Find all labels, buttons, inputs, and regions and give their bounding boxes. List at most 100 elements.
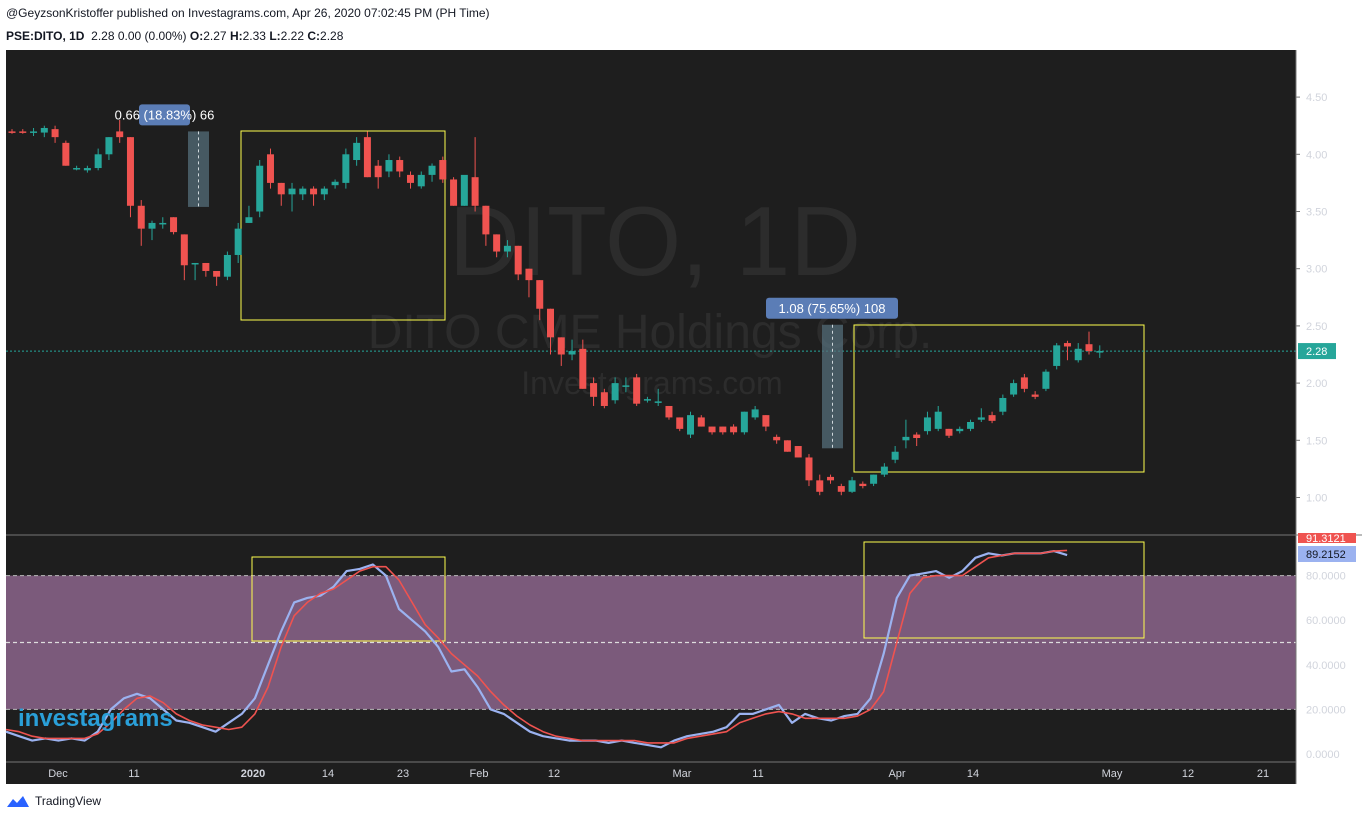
time-tick-label: 12 [1182, 768, 1194, 780]
time-tick-label: Dec [48, 768, 68, 780]
candle-body [805, 457, 813, 481]
candle-body [191, 262, 199, 265]
candle-body [353, 142, 361, 161]
candle-body [482, 205, 490, 235]
highlight-box [853, 324, 1145, 473]
candle-body [956, 428, 964, 432]
candle-body [579, 348, 587, 389]
candle-body [557, 337, 565, 355]
measure-label: 0.66 (18.83%) 66 [115, 107, 215, 122]
candle-body [1053, 345, 1061, 366]
candle-body [913, 434, 921, 439]
candle-body [73, 168, 81, 170]
candle-body [396, 160, 404, 172]
publisher-line: @GeyzsonKristoffer published on Investag… [6, 6, 490, 20]
candle-body [460, 174, 468, 206]
candle-body [19, 131, 27, 133]
candle-body [30, 131, 38, 133]
highlight-box [863, 541, 1145, 639]
candle-body [148, 222, 156, 229]
candle-body [665, 405, 673, 418]
candle-body [1085, 344, 1093, 352]
candle-body [503, 245, 511, 252]
candle-body [999, 397, 1007, 412]
candle-body [1096, 351, 1104, 353]
candle-body [762, 415, 770, 427]
candle-body [83, 168, 91, 171]
d-value-label: 91.3121 [1306, 533, 1346, 545]
candle-body [783, 440, 791, 452]
candle-body [1010, 383, 1018, 395]
candle-body [428, 165, 436, 175]
candle-body [514, 245, 522, 275]
candle-body [137, 205, 145, 229]
stoch-k-line [5, 549, 1068, 749]
candle-body [94, 154, 102, 169]
oscillator-tick-label: 80.0000 [1306, 571, 1346, 583]
candle-body [62, 142, 70, 166]
candle-body [773, 436, 781, 441]
candle-body [859, 483, 867, 487]
last-price-label: 2.28 [1306, 346, 1327, 358]
time-tick-label: 23 [397, 768, 409, 780]
price-tick-label: 4.50 [1306, 92, 1327, 104]
candle-body [827, 476, 835, 481]
candle-body [116, 131, 124, 138]
highlight-box [251, 556, 446, 642]
oscillator-tick-label: 0.0000 [1306, 749, 1340, 761]
tradingview-label: TradingView [35, 794, 102, 808]
candle-body [643, 399, 651, 401]
candle-body [105, 137, 113, 155]
candle-body [1074, 348, 1082, 361]
highlight-box [240, 130, 446, 321]
watermark-site: Investagrams.com [521, 365, 782, 401]
price-tick-label: 1.00 [1306, 493, 1327, 505]
k-value-tag [1298, 546, 1356, 562]
low-value: 2.22 [280, 29, 304, 43]
price-tick-label: 4.00 [1306, 149, 1327, 161]
candle-body [1042, 371, 1050, 389]
candle-body [654, 401, 662, 403]
time-tick-label: Mar [673, 768, 692, 780]
candle-body [202, 262, 210, 271]
candle-body [223, 254, 231, 277]
stoch-d-line [5, 549, 1068, 744]
candle-body [266, 154, 274, 183]
time-tick-label: May [1102, 768, 1123, 780]
candle-body [611, 383, 619, 401]
candle-body [277, 182, 285, 195]
price-panel[interactable]: 0.66 (18.83%) 66 1.08 (75.65%) 108 [6, 104, 1296, 496]
candle-body [493, 234, 501, 252]
candle-body [299, 188, 307, 195]
time-tick-label: Apr [888, 768, 905, 780]
candle-body [320, 188, 328, 195]
candle-body [126, 137, 134, 206]
close-label: C: [307, 29, 321, 43]
candle-body [385, 160, 393, 172]
candle-body [891, 451, 899, 460]
oscillator-tick-label: 20.0000 [1306, 704, 1346, 716]
candle-body [40, 127, 48, 133]
candle-body [1020, 377, 1028, 389]
candle-body [288, 188, 296, 195]
candle-body [536, 280, 544, 309]
high-label: H: [229, 29, 243, 43]
candle-body [406, 174, 414, 183]
tradingview-footer[interactable]: TradingView [6, 794, 101, 808]
candle-body [923, 417, 931, 432]
candle-body [902, 436, 910, 441]
oscillator-panel[interactable] [5, 541, 1296, 749]
candle-body [180, 234, 188, 266]
time-tick-label: 14 [322, 768, 334, 780]
candle-body [633, 377, 641, 404]
candle-body [159, 222, 167, 225]
watermark-title: DITO, 1D [449, 186, 861, 296]
candle-body [1031, 394, 1039, 397]
candle-body [256, 165, 264, 212]
price-tick-label: 1.50 [1306, 435, 1327, 447]
price-tick-label: 3.00 [1306, 264, 1327, 276]
candle-body [310, 188, 318, 195]
candle-body [363, 137, 371, 178]
candle-body [687, 415, 695, 435]
